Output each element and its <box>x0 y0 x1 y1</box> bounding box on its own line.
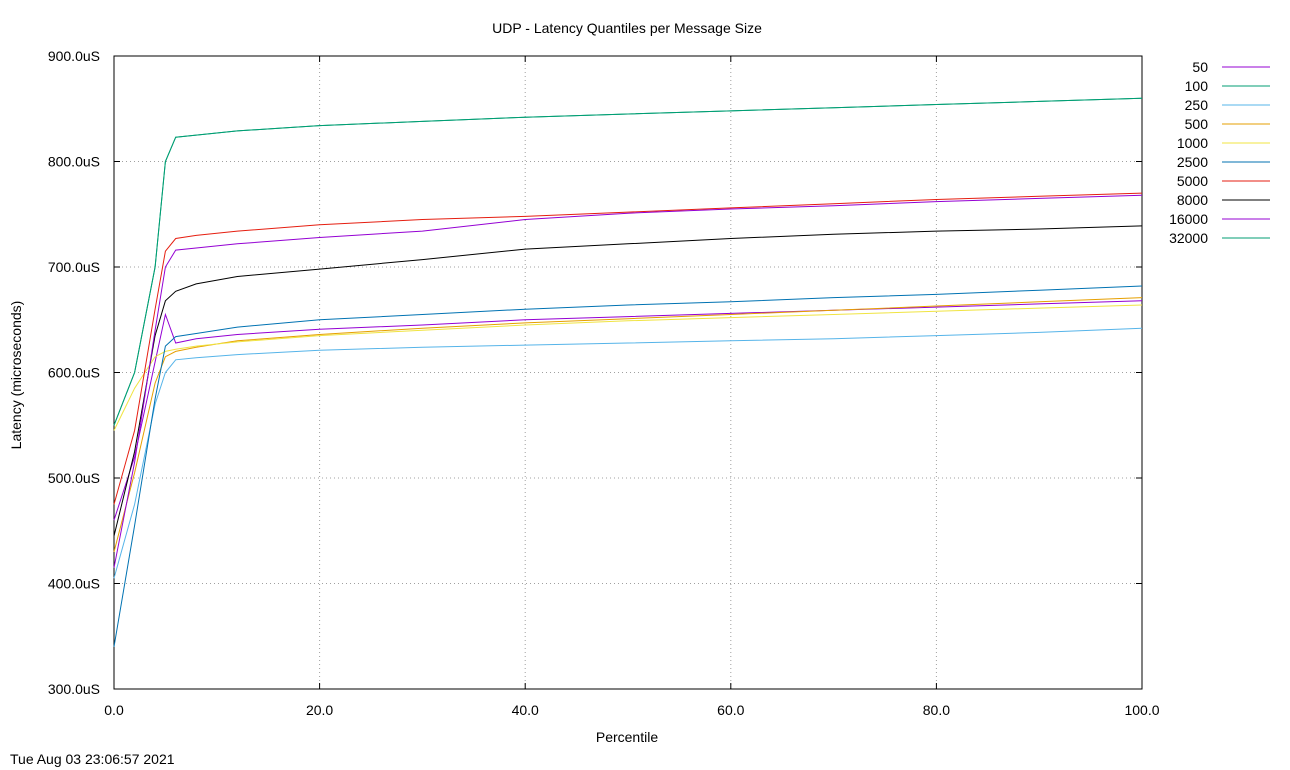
legend-label-5000: 5000 <box>1177 173 1208 189</box>
timestamp: Tue Aug 03 23:06:57 2021 <box>10 751 175 767</box>
legend-label-250: 250 <box>1185 97 1209 113</box>
y-tick-label: 700.0uS <box>48 259 100 275</box>
legend-label-1000: 1000 <box>1177 135 1208 151</box>
x-tick-label: 0.0 <box>104 702 124 718</box>
plot-border <box>113 55 1143 690</box>
legend-label-8000: 8000 <box>1177 192 1208 208</box>
series-line-500 <box>113 297 1143 553</box>
legend-label-16000: 16000 <box>1169 211 1208 227</box>
x-tick-label: 80.0 <box>923 702 950 718</box>
series-line-50 <box>113 300 1143 521</box>
x-axis-label: Percentile <box>596 729 658 745</box>
series-line-16000 <box>113 194 1143 568</box>
series-line-250 <box>113 327 1143 579</box>
y-tick-label: 400.0uS <box>48 576 100 592</box>
x-tick-label: 100.0 <box>1124 702 1159 718</box>
series-line-32000 <box>113 97 1143 426</box>
legend: 50 100 250 500 1000 2500 5000 8000 16000 32000 <box>1169 59 1270 246</box>
grid <box>114 56 1142 689</box>
y-tick-label: 300.0uS <box>48 681 100 697</box>
x-axis: 0.0 20.0 40.0 60.0 80.0 100.0 <box>104 56 1160 718</box>
y-tick-label: 500.0uS <box>48 470 100 486</box>
legend-label-32000: 32000 <box>1169 230 1208 246</box>
x-tick-label: 20.0 <box>306 702 333 718</box>
series-line-100 <box>113 97 1143 426</box>
x-tick-label: 60.0 <box>717 702 744 718</box>
series-line-8000 <box>113 225 1143 537</box>
x-tick-label: 40.0 <box>512 702 539 718</box>
series-lines <box>113 97 1143 647</box>
y-tick-label: 900.0uS <box>48 48 100 64</box>
legend-label-100: 100 <box>1185 78 1209 94</box>
y-axis: 300.0uS 400.0uS 500.0uS 600.0uS 700.0uS 800.0… <box>48 48 1142 697</box>
chart-title: UDP - Latency Quantiles per Message Size <box>492 20 762 36</box>
series-line-5000 <box>113 192 1143 505</box>
y-axis-label: Latency (microseconds) <box>8 301 24 450</box>
legend-label-50: 50 <box>1192 59 1208 75</box>
y-tick-label: 800.0uS <box>48 154 100 170</box>
series-line-1000 <box>113 304 1143 431</box>
series-line-2500 <box>113 285 1143 647</box>
legend-label-500: 500 <box>1185 116 1209 132</box>
y-tick-label: 600.0uS <box>48 365 100 381</box>
legend-label-2500: 2500 <box>1177 154 1208 170</box>
